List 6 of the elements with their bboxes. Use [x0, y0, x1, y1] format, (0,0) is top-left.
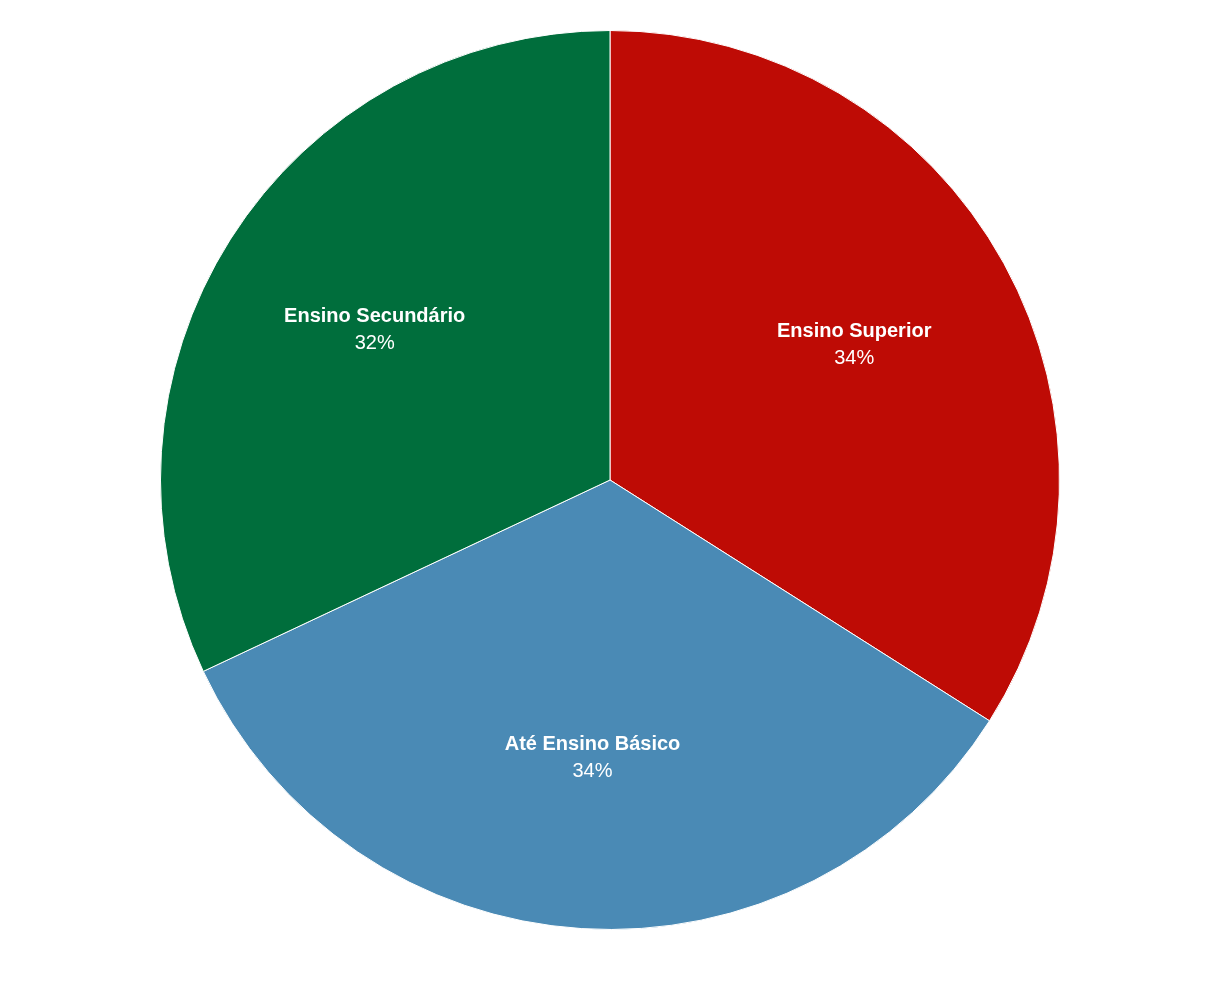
slice-label: Ensino Superior — [776, 319, 932, 342]
data-label: 34% — [572, 758, 613, 781]
data-label: 34% — [834, 346, 875, 369]
data-label: 32% — [354, 331, 395, 354]
slice-label: Até Ensino Básico — [504, 731, 681, 754]
slice-label: Ensino Secundário — [284, 304, 466, 327]
